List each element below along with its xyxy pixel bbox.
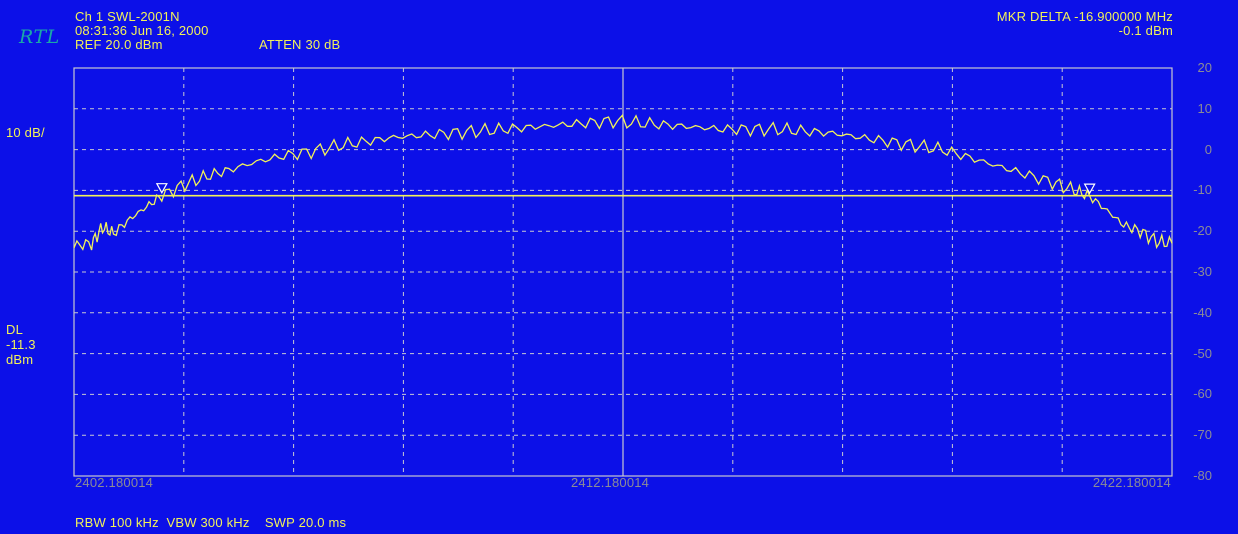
- y-tick-label: -60: [1193, 386, 1212, 402]
- spectrum-trace: [73, 114, 1173, 251]
- display-line-label: DL: [6, 322, 24, 337]
- attenuation-label: ATTEN 30 dB: [259, 37, 341, 52]
- y-tick-label: -80: [1193, 468, 1212, 483]
- y-tick-label: -30: [1193, 264, 1212, 279]
- y-tick-label: -20: [1193, 223, 1212, 239]
- y-tick-label: 20: [1197, 60, 1212, 75]
- y-tick-label: -50: [1193, 345, 1212, 361]
- marker-delta-label: MKR DELTA -16.900000 MHz: [996, 9, 1173, 24]
- y-tick-label: -40: [1193, 304, 1212, 320]
- y-tick-label: 0: [1204, 141, 1212, 157]
- y-tick-label: -70: [1193, 427, 1212, 443]
- y-tick-label: -10: [1193, 182, 1212, 198]
- rtl-logo: RTL: [19, 26, 60, 48]
- channel-label: Ch 1 SWL-2001N: [75, 9, 180, 24]
- y-tick-label: 10: [1197, 100, 1212, 116]
- display-line-unit: dBm: [6, 352, 34, 367]
- marker-2: [1083, 183, 1096, 195]
- x-tick-label-start: 2402.180014: [75, 475, 154, 490]
- scale-label: 10 dB/: [6, 125, 45, 140]
- x-tick-label-end: 2422.180014: [1092, 475, 1171, 490]
- marker-value-label: -0.1 dBm: [1118, 23, 1173, 38]
- x-tick-label-center: 2412.180014: [571, 475, 650, 490]
- timestamp-label: 08:31:36 Jun 16, 2000: [75, 23, 209, 38]
- sweep-settings-label: RBW 100 kHz VBW 300 kHz SWP 20.0 ms: [75, 515, 347, 530]
- marker-1: [155, 183, 168, 194]
- display-line-value: -11.3: [6, 337, 36, 352]
- ref-level-label: REF 20.0 dBm: [75, 37, 163, 52]
